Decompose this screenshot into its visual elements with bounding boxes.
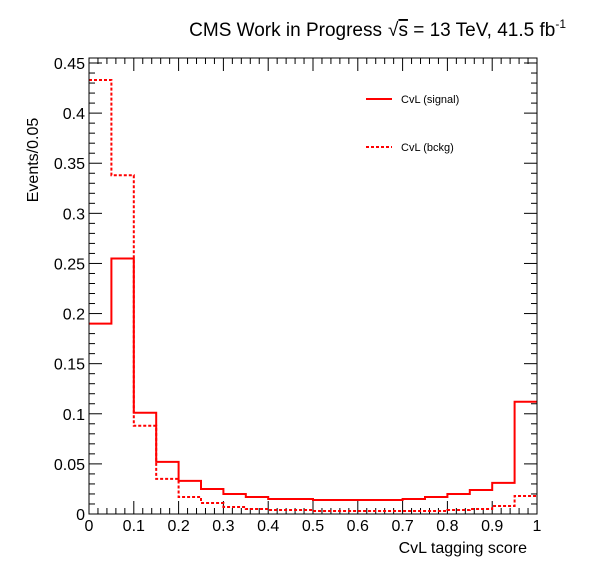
x-tick-label: 0.9: [481, 518, 503, 535]
y-tick-label: 0.25: [54, 256, 85, 273]
x-tick-label: 0.3: [212, 518, 234, 535]
chart-title: CMS Work in Progress √s = 13 TeV, 41.5 fb…: [189, 17, 566, 41]
x-tick-label: 0.8: [436, 518, 458, 535]
y-tick-label: 0.1: [63, 407, 85, 424]
title-energy-var: s: [398, 20, 408, 41]
x-tick-label: 0.5: [302, 518, 324, 535]
title-main: CMS Work in Progress: [189, 20, 382, 41]
x-tick-label: 1: [533, 518, 542, 535]
x-tick-label: 0.6: [347, 518, 369, 535]
x-tick-label: 0: [85, 518, 94, 535]
y-axis-title: Events/0.05: [25, 118, 42, 203]
legend-bckg-label: CvL (bckg): [401, 142, 454, 154]
legend-signal-label: CvL (signal): [401, 94, 459, 106]
y-tick-label: 0: [76, 507, 85, 524]
title-lumi-superscript: -1: [555, 17, 566, 31]
legend: CvL (signal) CvL (bckg): [366, 94, 459, 154]
ticks-layer: 0 0.1 0.2 0.3 0.4 0.5 0.6 0.7 0.8 0.9 1 0 0.05 0.1 0.1…: [54, 56, 542, 535]
y-tick-label: 0.3: [63, 206, 85, 223]
y-tick-label: 0.15: [54, 357, 85, 374]
y-tick-label: 0.35: [54, 156, 85, 173]
x-tick-label: 0.7: [391, 518, 413, 535]
y-tick-label: 0.45: [54, 56, 85, 73]
series-bckg-line: [89, 79, 537, 512]
y-tick-label: 0.2: [63, 307, 85, 324]
title-energy-rest: = 13 TeV, 41.5 fb: [408, 20, 555, 41]
x-tick-label: 0.2: [167, 518, 189, 535]
x-tick-label: 0.4: [257, 518, 279, 535]
title-sqrt-symbol: √: [388, 20, 399, 41]
histogram-layer: [89, 79, 537, 512]
y-tick-label: 0.4: [63, 106, 85, 123]
plot-frame: [88, 57, 538, 515]
x-tick-label: 0.1: [123, 518, 145, 535]
x-axis-title: CvL tagging score: [399, 540, 527, 557]
y-tick-label: 0.05: [54, 457, 85, 474]
